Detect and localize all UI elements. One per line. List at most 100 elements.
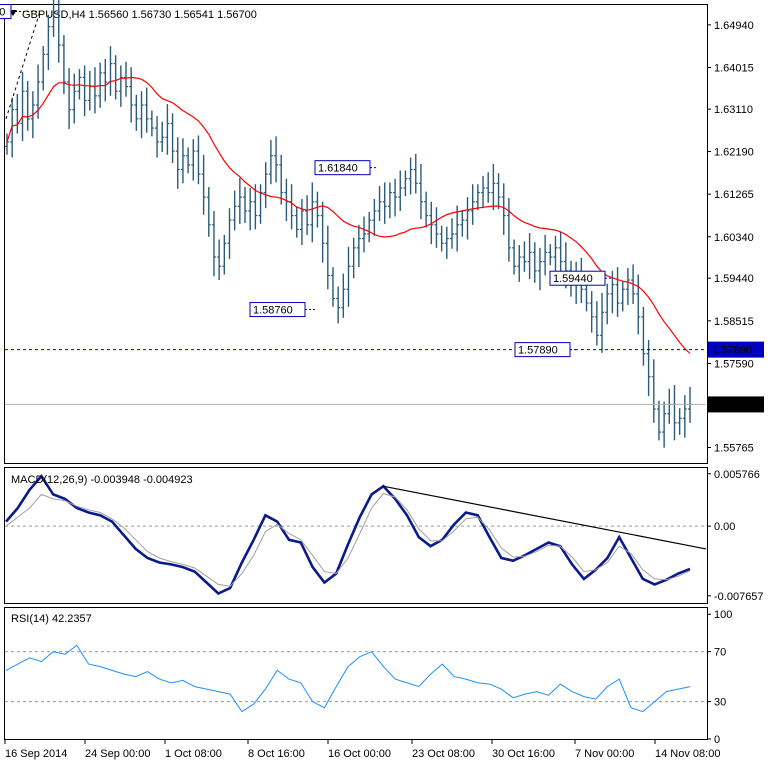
price-tick-label: 1.63110 (714, 104, 753, 116)
rsi-panel-frame (4, 607, 708, 740)
ohlc-bar (330, 267, 335, 307)
time-tick-label: 7 Nov 00:00 (575, 748, 634, 760)
ohlc-bar (600, 292, 605, 353)
price-tick-label: 1.55765 (714, 442, 754, 454)
price-tick-label: 1.64015 (714, 62, 754, 74)
ohlc-bar (253, 184, 258, 230)
price-overlay: 1.57890 1.56700 230 1.58760 1.61840 1.59440 1.… (0, 4, 764, 413)
ohlc-bar (460, 210, 465, 237)
price-tick-label: 1.60340 (714, 232, 754, 244)
ohlc-bar (455, 205, 460, 252)
ohlc-bar (294, 207, 299, 238)
price-annotation-label: 1.57890 (518, 345, 558, 357)
ohlc-bar (124, 61, 129, 97)
ohlc-bar (186, 147, 191, 174)
ohlc-bar (641, 306, 646, 366)
ohlc-bar (662, 401, 667, 448)
ohlc-bar (160, 121, 165, 153)
ohlc-bar (512, 239, 517, 275)
ohlc-bar (325, 225, 330, 290)
time-tick-label: 16 Sep 2014 (5, 748, 67, 760)
ohlc-bar (589, 291, 594, 333)
moving-average-line (6, 76, 691, 354)
ohlc-bar (522, 241, 527, 272)
ohlc-bar (103, 58, 108, 102)
time-tick-label: 24 Sep 00:00 (85, 748, 150, 760)
ohlc-bar (527, 233, 532, 280)
ohlc-bar (615, 267, 620, 317)
macd-tick-label: 0.005766 (714, 469, 760, 481)
ohlc-bar (268, 140, 273, 185)
ohlc-bar (620, 280, 625, 312)
symbol-info: GBPUSD,H4 1.56560 1.56730 1.56541 1.5670… (22, 9, 257, 21)
time-axis: 16 Sep 2014 24 Sep 00:00 1 Oct 08:00 8 Oct … (4, 740, 720, 760)
price-tick-label: 1.58515 (714, 316, 754, 328)
ohlc-bar (434, 207, 439, 248)
rsi-tick-label: 0 (714, 734, 720, 746)
ohlc-bar (656, 400, 661, 441)
ohlc-bar (465, 197, 470, 240)
time-tick-label: 30 Oct 16:00 (492, 748, 555, 760)
ohlc-bar (201, 154, 206, 215)
ohlc-bar (299, 198, 304, 246)
ohlc-bar (108, 46, 113, 96)
level-price-tag (708, 341, 764, 358)
ohlc-bar (248, 187, 253, 231)
macd-tick-label: -0.007657 (714, 591, 764, 603)
ohlc-bar (646, 339, 651, 397)
macd-tick-label: 0.00 (714, 521, 735, 533)
price-tick-label: 1.59440 (714, 273, 754, 285)
ohlc-bar (92, 67, 97, 114)
ohlc-bar (651, 359, 656, 423)
price-annotation-label: 1.61840 (318, 163, 358, 175)
price-annotation-box (249, 302, 306, 318)
ohlc-bar (113, 55, 118, 100)
ohlc-bar (41, 46, 46, 91)
ohlc-bar (274, 136, 279, 183)
price-annotation-box (549, 270, 606, 286)
ohlc-bar (129, 67, 134, 123)
ohlc-bar (25, 81, 30, 131)
ohlc-bar (243, 187, 248, 223)
ohlc-bar (72, 73, 77, 124)
macd-line (5, 474, 691, 596)
ohlc-bar (398, 170, 403, 211)
ohlc-bar (20, 71, 25, 141)
ohlc-bar (258, 184, 263, 224)
ohlc-bar (382, 182, 387, 224)
ohlc-bar (118, 65, 123, 107)
price-tick-label: 1.61265 (714, 189, 754, 201)
ohlc-bar (279, 154, 284, 205)
price-annotation-box (314, 160, 371, 176)
time-tick-label: 23 Oct 08:00 (412, 748, 475, 760)
ohlc-bar (222, 234, 227, 275)
ohlc-bar (155, 116, 160, 158)
ohlc-bar (543, 234, 548, 276)
price-tick-label: 1.62190 (714, 147, 754, 159)
ohlc-bar (67, 68, 72, 129)
ohlc-bar (289, 184, 294, 230)
ohlc-bar (356, 224, 361, 268)
ohlc-bar (682, 395, 687, 438)
ohlc-bar (165, 104, 170, 155)
ohlc-bar (558, 232, 563, 272)
ohlc-bar (393, 178, 398, 217)
ohlc-bar (594, 301, 599, 346)
ohlc-bar (305, 195, 310, 235)
macd-trend-line (382, 485, 707, 550)
ohlc-bar (501, 183, 506, 235)
price-annotation-box (0, 4, 12, 20)
ohlc-bar (170, 113, 175, 164)
ohlc-bar (87, 70, 92, 111)
ohlc-bar (341, 273, 346, 318)
rsi-title: RSI(14) 42.2357 (11, 613, 92, 625)
ohlc-bar (149, 110, 154, 137)
price-bars (5, 0, 692, 448)
ohlc-bar (211, 210, 216, 277)
rsi-tick-label: 100 (714, 609, 732, 621)
ohlc-bar (180, 138, 185, 184)
ohlc-bar (672, 385, 677, 441)
price-annotation-box (514, 342, 571, 358)
